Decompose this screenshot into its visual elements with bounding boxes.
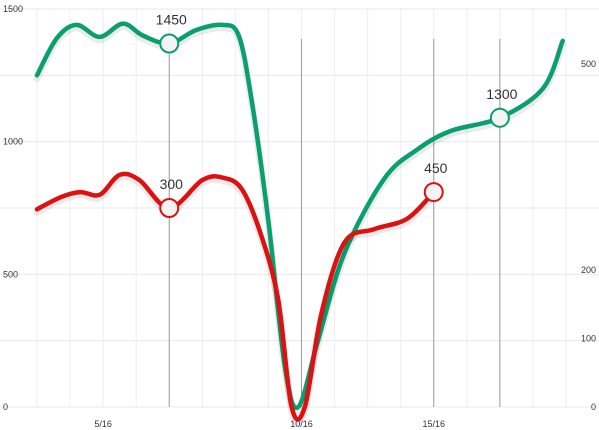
series-line [34, 21, 565, 411]
series-lines [33, 21, 567, 426]
data-label: 300 [160, 176, 184, 192]
y-right-tick-label: 500 [581, 59, 596, 69]
data-label: 1450 [156, 11, 187, 27]
data-labels: 1450 1300 300 450 [156, 11, 518, 192]
y-left-tick-label: 1500 [3, 4, 23, 14]
tick-labels: 0 500 1000 1500 0 100 200 500 5/16 10/16 15/16 [3, 4, 596, 429]
x-tick-label: 10/16 [290, 419, 313, 429]
data-label: 1300 [486, 86, 517, 102]
grid [0, 8, 599, 408]
y-right-tick-label: 0 [591, 402, 596, 412]
highlight-point [159, 198, 180, 218]
highlight-point [423, 182, 444, 203]
highlight-drop-lines [168, 39, 501, 407]
x-tick-label: 15/16 [422, 419, 445, 429]
series-line-shadow [33, 23, 567, 415]
series-line [34, 171, 437, 422]
highlight-point [159, 33, 180, 54]
y-left-tick-label: 500 [3, 269, 18, 279]
x-tick-label: 5/16 [94, 419, 112, 429]
y-right-tick-label: 100 [581, 333, 596, 343]
y-left-tick-label: 0 [3, 402, 8, 412]
highlight-markers [159, 33, 510, 218]
y-left-tick-label: 1000 [3, 137, 23, 147]
y-right-tick-label: 200 [581, 265, 596, 275]
highlight-point [489, 107, 510, 128]
data-label: 450 [424, 160, 448, 176]
